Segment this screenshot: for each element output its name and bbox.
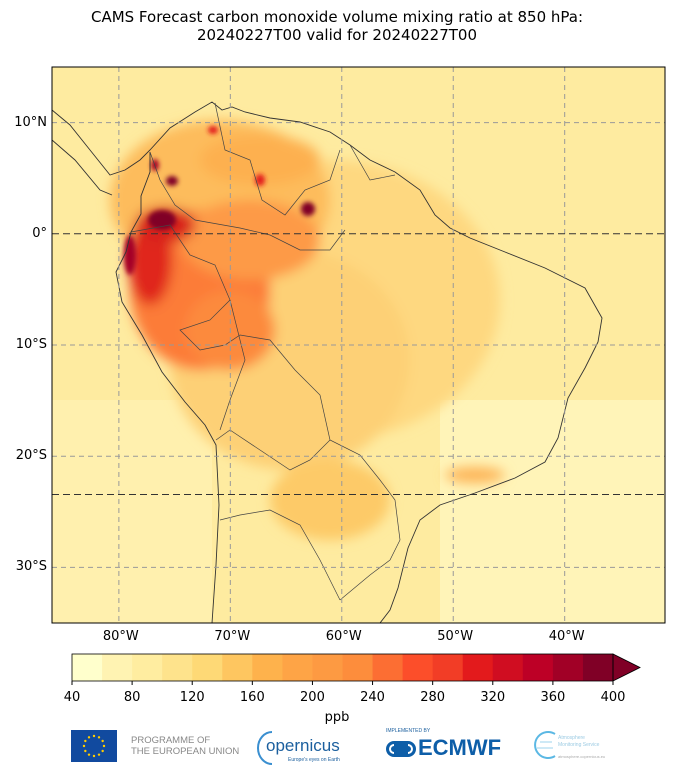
colorbar-tick-label: 360 — [540, 690, 566, 705]
colorbar-unit: ppb — [324, 710, 350, 725]
lon-tick-label: 40°W — [548, 629, 585, 644]
eu-star — [84, 739, 87, 743]
colorbar-bin — [462, 654, 494, 681]
copernicus-text: opernicus — [266, 736, 340, 755]
copernicus-tagline: Europe's eyes on Earth — [288, 757, 340, 763]
cams-logo: Atmosphere Monitoring Service atmosphere… — [530, 730, 620, 766]
eu-text-1: PROGRAMME OF — [131, 735, 211, 746]
eu-star — [87, 736, 91, 739]
lat-tick-label: 10°S — [15, 337, 47, 352]
colorbar-tick-label: 40 — [63, 690, 81, 705]
eu-star — [101, 739, 104, 743]
colorbar-tick-label: 80 — [123, 690, 141, 705]
colorbar-bin — [492, 654, 524, 681]
colorbar-bin — [162, 654, 193, 681]
eu-star — [97, 753, 101, 756]
cams-url: atmosphere.copernicus.eu — [558, 754, 606, 759]
colorbar-bin — [432, 654, 464, 681]
eu-star — [101, 749, 104, 753]
eu-star — [92, 754, 96, 758]
cams-text-1: Atmosphere — [558, 735, 585, 741]
eu-star — [97, 736, 101, 739]
country-borders — [130, 102, 401, 601]
colorbar-tick-label: 120 — [179, 690, 205, 705]
colorbar-bin — [102, 654, 133, 681]
colorbar-bin — [192, 654, 223, 681]
lon-tick-label: 70°W — [214, 629, 251, 644]
eu-star — [84, 749, 87, 753]
colorbar-bin — [252, 654, 283, 681]
colorbar-tick-label: 200 — [300, 690, 325, 705]
title-line-1: CAMS Forecast carbon monoxide volume mix… — [90, 8, 584, 26]
colorbar-bin — [312, 654, 343, 681]
colorbar-bin — [582, 654, 614, 681]
copernicus-logo: opernicus Europe's eyes on Earth — [256, 730, 346, 766]
colorbar-bin — [222, 654, 253, 681]
colorbar-tick-label: 240 — [360, 690, 385, 705]
colorbar-bin — [282, 654, 313, 681]
coastlines — [52, 101, 603, 623]
eu-star — [92, 734, 96, 738]
eu-star — [102, 744, 106, 748]
eu-star — [87, 753, 91, 756]
lon-tick-label: 60°W — [325, 629, 362, 644]
lat-tick-label: 20°S — [15, 448, 47, 464]
colorbar-bin — [342, 654, 374, 681]
colorbar-tick-label: 280 — [420, 690, 446, 705]
ecmwf-pre: IMPLEMENTED BY — [386, 728, 431, 734]
colorbar — [71, 653, 641, 685]
title-line-2: 20240227T00 valid for 20240227T00 — [196, 26, 478, 44]
colorbar-bin — [372, 654, 404, 681]
lat-tick-label: 0° — [32, 225, 47, 241]
lon-tick-label: 80°W — [102, 629, 139, 644]
colorbar-bin — [132, 654, 163, 681]
lat-tick-label: 10°N — [14, 114, 47, 130]
gridlines — [52, 67, 665, 623]
eu-flag-logo — [71, 730, 117, 762]
colorbar-tick-label: 400 — [600, 690, 626, 705]
colorbar-extend-arrow — [612, 653, 641, 682]
cams-text-2: Monitoring Service — [558, 742, 600, 748]
lon-tick-label: 50°W — [437, 629, 474, 644]
colorbar-frame — [71, 653, 614, 682]
eu-star — [82, 744, 86, 748]
ecmwf-text: ECMWF — [418, 735, 502, 760]
colorbar-tick-label: 320 — [480, 690, 506, 705]
colorbar-bin — [72, 654, 103, 681]
colorbar-bin — [522, 654, 554, 681]
lat-tick-label: 30°S — [15, 559, 47, 575]
colorbar-bin — [402, 654, 434, 681]
colorbar-bin — [552, 654, 584, 681]
colorbar-tick-label: 160 — [239, 690, 265, 705]
eu-text-2: THE EUROPEAN UNION — [131, 746, 240, 757]
